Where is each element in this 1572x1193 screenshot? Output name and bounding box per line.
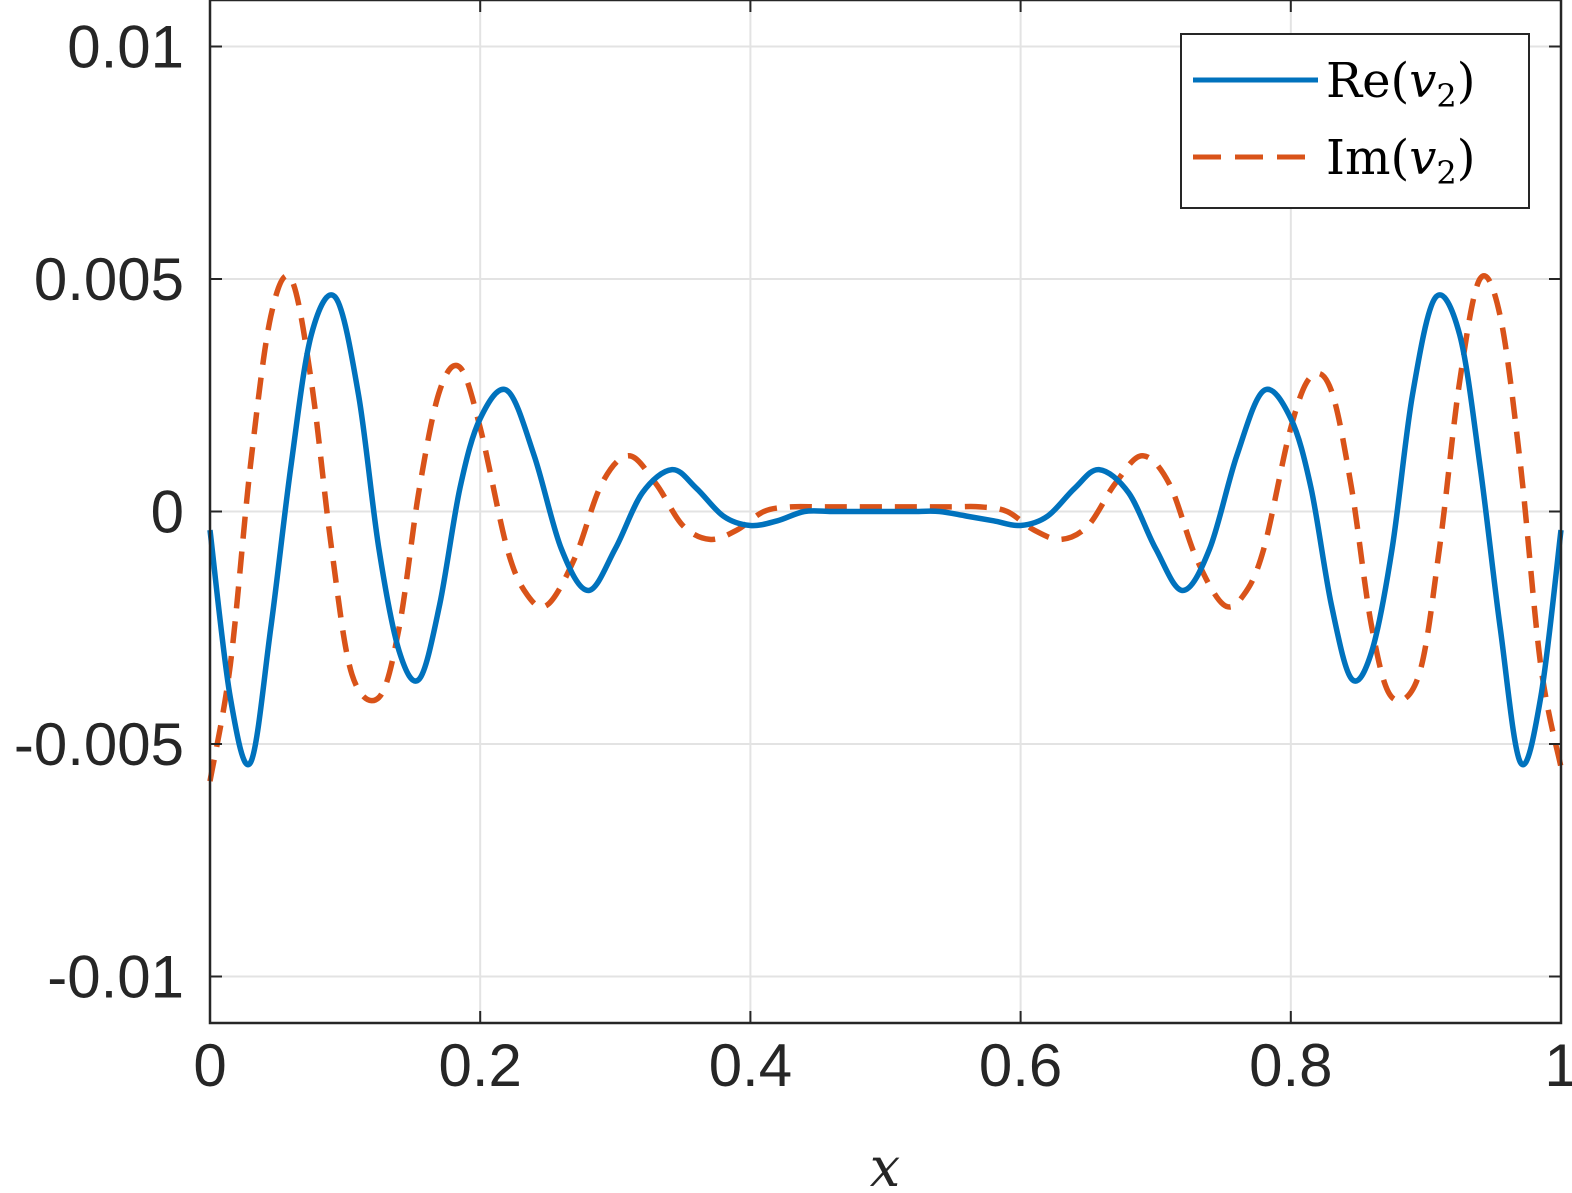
series-layer	[207, 273, 1564, 782]
x-tick-label: 0.2	[438, 1032, 521, 1099]
axis-ticks	[209, 0, 1562, 1023]
legend-im-sub: 2	[1436, 154, 1456, 192]
legend-im-var: v	[1409, 130, 1436, 186]
legend: Re(v2) Im(v2)	[1180, 33, 1530, 209]
x-tick-label: 0.8	[1249, 1032, 1332, 1099]
re-v2-line	[207, 292, 1564, 768]
y-tick-labels: -0.01 -0.005 0 0.005 0.01	[14, 14, 184, 1011]
legend-im-prefix: Im(	[1326, 130, 1409, 186]
legend-re-suffix: )	[1457, 53, 1476, 109]
y-tick-label: 0.005	[34, 246, 184, 313]
x-tick-label: 1	[1544, 1032, 1572, 1099]
legend-re-sub: 2	[1436, 77, 1456, 115]
y-tick-label: -0.005	[14, 711, 184, 778]
legend-box	[1180, 33, 1530, 209]
y-tick-label: 0	[151, 479, 184, 546]
legend-label-im: Im(v2)	[1326, 130, 1475, 192]
legend-re-prefix: Re(	[1326, 53, 1409, 109]
im-v2-line	[207, 273, 1564, 782]
x-tick-label: 0.4	[709, 1032, 792, 1099]
x-tick-label: 0.6	[979, 1032, 1062, 1099]
y-tick-label: -0.01	[47, 944, 184, 1011]
x-axis-label: x	[870, 1136, 900, 1193]
y-tick-label: 0.01	[67, 14, 184, 81]
x-tick-label: 0	[193, 1032, 226, 1099]
legend-re-var: v	[1409, 53, 1436, 109]
x-tick-labels: 0 0.2 0.4 0.6 0.8 1	[193, 1032, 1572, 1099]
legend-label-re: Re(v2)	[1326, 53, 1476, 115]
legend-im-suffix: )	[1457, 130, 1476, 186]
